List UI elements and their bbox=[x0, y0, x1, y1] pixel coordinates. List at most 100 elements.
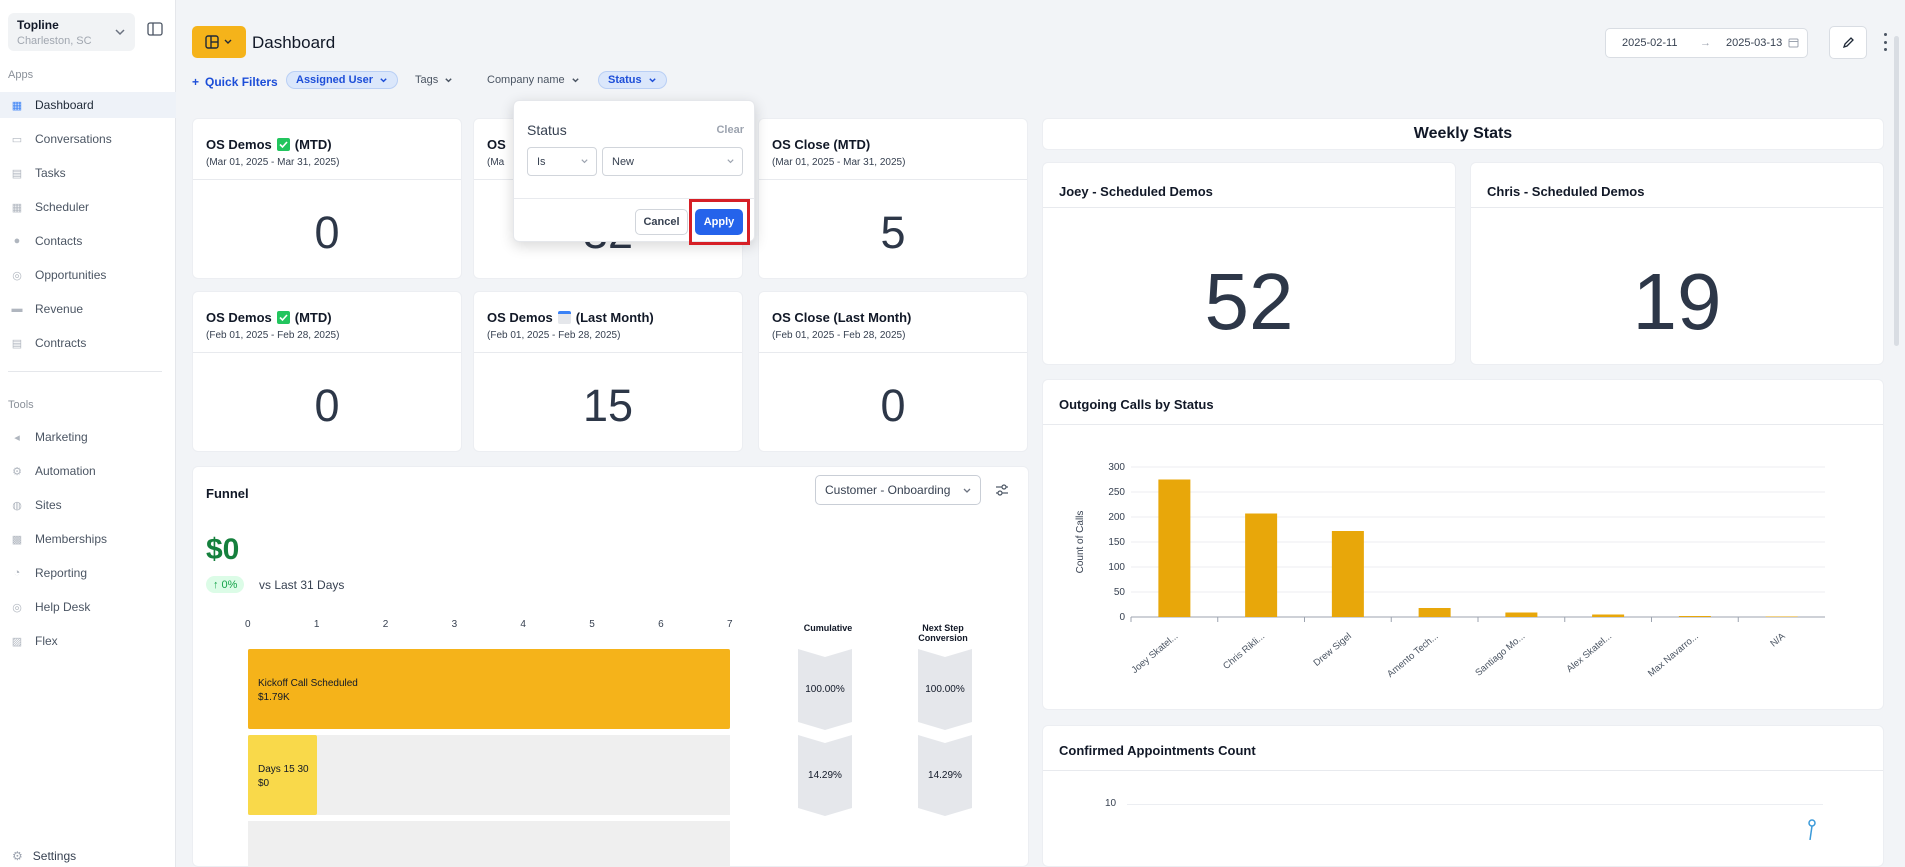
card-title-text: OS Demos bbox=[206, 310, 272, 325]
card-title: OS Demos (MTD) bbox=[206, 310, 332, 325]
bar-chart: 0 50 100 150 200 250 300 Count of Calls Joey Ska… bbox=[1075, 462, 1825, 680]
check-icon bbox=[276, 138, 290, 151]
filter-chip-assigned-user[interactable]: Assigned User bbox=[286, 71, 399, 89]
sidebar-item-conversations[interactable]: ▭ Conversations bbox=[0, 126, 176, 152]
sidebar-item-help-desk[interactable]: ◎ Help Desk bbox=[0, 594, 176, 620]
stat-card: OS Close (Last Month) (Feb 01, 2025 - Fe… bbox=[758, 291, 1028, 452]
stat-card: OS Close (MTD) (Mar 01, 2025 - Mar 31, 2… bbox=[758, 118, 1028, 279]
stage-name: Kickoff Call Scheduled bbox=[258, 678, 358, 689]
card-date-range: (Feb 01, 2025 - Feb 28, 2025) bbox=[206, 330, 340, 341]
chart-point-marker bbox=[1808, 819, 1816, 840]
settings-sliders-icon[interactable] bbox=[995, 484, 1009, 496]
sidebar-divider bbox=[8, 371, 162, 372]
y-tick-label: 0 bbox=[1119, 612, 1125, 623]
apply-button[interactable]: Apply bbox=[695, 209, 743, 235]
gridline bbox=[1127, 804, 1823, 805]
bar bbox=[1678, 616, 1711, 617]
chevron-down-icon bbox=[445, 77, 452, 82]
stage-name: Days 15 30 bbox=[258, 764, 309, 775]
sidebar-item-scheduler[interactable]: ▦ Scheduler bbox=[0, 194, 176, 220]
funnel-title: Funnel bbox=[206, 486, 249, 501]
filter-chip-tags[interactable]: Tags bbox=[406, 71, 462, 89]
card-title-suffix: (Last Month) bbox=[575, 310, 654, 325]
sidebar-item-label: Reporting bbox=[35, 566, 88, 580]
date-start[interactable]: 2025-02-11 bbox=[1622, 37, 1678, 49]
chip-label: Company name bbox=[487, 74, 565, 86]
sidebar-item-reporting[interactable]: ◔ Reporting bbox=[0, 560, 176, 586]
sidebar-item-revenue[interactable]: ▬ Revenue bbox=[0, 296, 176, 322]
chip-label: Status bbox=[608, 74, 642, 86]
card-value: 5 bbox=[880, 207, 906, 258]
status-value-select[interactable]: New bbox=[602, 147, 743, 176]
sidebar-item-contracts[interactable]: ▤ Contracts bbox=[0, 330, 176, 356]
y-tick-label: 200 bbox=[1108, 512, 1125, 523]
location-address: Charleston, SC bbox=[17, 35, 92, 47]
sites-icon: ◍ bbox=[12, 499, 22, 512]
sidebar-toggle-icon[interactable] bbox=[147, 22, 163, 36]
funnel-card: Funnel Customer - Onboarding $0 ↑ 0% vs … bbox=[192, 466, 1029, 867]
calendar-icon bbox=[1788, 38, 1799, 48]
cancel-button[interactable]: Cancel bbox=[635, 209, 688, 235]
sidebar-item-label: Conversations bbox=[35, 132, 112, 146]
sidebar-item-settings[interactable]: ⚙ Settings bbox=[0, 845, 76, 867]
x-tick-label: Chris Rikli... bbox=[1221, 631, 1267, 672]
date-range-picker[interactable]: 2025-02-11 → 2025-03-13 bbox=[1605, 28, 1808, 58]
location-name: Topline bbox=[17, 18, 59, 32]
bar bbox=[1331, 531, 1364, 617]
card-title-text: OS bbox=[487, 137, 506, 152]
bar bbox=[1505, 612, 1538, 617]
cumulative-value: 14.29% bbox=[798, 735, 852, 816]
funnel-axis-tick: 0 bbox=[245, 619, 251, 630]
sidebar: Topline Charleston, SC Apps ▦ Dashboard ▭ C… bbox=[0, 0, 176, 867]
conversations-icon: ▭ bbox=[11, 133, 23, 146]
operator-select[interactable]: Is bbox=[527, 147, 597, 176]
pipeline-select[interactable]: Customer - Onboarding bbox=[815, 475, 981, 505]
date-end[interactable]: 2025-03-13 bbox=[1726, 37, 1783, 49]
card-date-range: (Feb 01, 2025 - Feb 28, 2025) bbox=[487, 330, 621, 341]
funnel-stage-bar[interactable]: Kickoff Call Scheduled $1.79K bbox=[248, 649, 730, 729]
dashboard-switcher-button[interactable] bbox=[192, 26, 246, 58]
card-date-range: (Feb 01, 2025 - Feb 28, 2025) bbox=[772, 330, 906, 341]
arrow-up-icon: ↑ bbox=[213, 578, 219, 591]
sidebar-item-label: Sites bbox=[35, 498, 62, 512]
sidebar-item-marketing[interactable]: ◂ Marketing bbox=[0, 424, 176, 450]
sidebar-item-tasks[interactable]: ▤ Tasks bbox=[0, 160, 176, 186]
sidebar-item-memberships[interactable]: ▩ Memberships bbox=[0, 526, 176, 552]
more-options-icon[interactable] bbox=[1881, 33, 1889, 51]
quick-filters-button[interactable]: + Quick Filters bbox=[192, 75, 278, 89]
card-value: 0 bbox=[880, 380, 906, 431]
stage-amount: $0 bbox=[258, 778, 270, 789]
chevron-down-icon bbox=[581, 159, 588, 164]
sidebar-item-opportunities[interactable]: ◎ Opportunities bbox=[0, 262, 176, 288]
memberships-icon: ▩ bbox=[11, 533, 23, 546]
clear-button[interactable]: Clear bbox=[716, 124, 744, 136]
x-tick-label: Amento Tech... bbox=[1385, 631, 1440, 680]
page-title: Dashboard bbox=[252, 33, 336, 52]
sidebar-item-label: Help Desk bbox=[35, 600, 91, 614]
funnel-axis-tick: 3 bbox=[451, 619, 458, 630]
funnel-axis-tick: 4 bbox=[520, 619, 526, 630]
card-title: OS Close (MTD) bbox=[772, 137, 870, 152]
edit-dashboard-button[interactable] bbox=[1829, 26, 1867, 59]
sidebar-item-automation[interactable]: ⚙ Automation bbox=[0, 458, 176, 484]
page-scrollbar[interactable] bbox=[1894, 36, 1899, 346]
y-tick-label: 150 bbox=[1108, 537, 1125, 548]
location-switcher[interactable]: Topline Charleston, SC bbox=[8, 13, 135, 51]
chevron-down-icon bbox=[224, 39, 232, 44]
bar bbox=[1158, 479, 1191, 617]
sidebar-item-contacts[interactable]: ● Contacts bbox=[0, 228, 176, 254]
sidebar-item-flex[interactable]: ▨ Flex bbox=[0, 628, 176, 654]
filter-chip-company-name[interactable]: Company name bbox=[478, 71, 589, 89]
next-step-value: 14.29% bbox=[918, 735, 972, 816]
filter-chip-status[interactable]: Status bbox=[598, 71, 667, 89]
card-title: Joey - Scheduled Demos bbox=[1059, 184, 1213, 199]
tools-section-title: Tools bbox=[8, 399, 34, 411]
funnel-axis-tick: 6 bbox=[658, 619, 664, 630]
funnel-stage-bar[interactable]: Days 15 30 $0 bbox=[248, 735, 317, 815]
sidebar-item-dashboard[interactable]: ▦ Dashboard bbox=[0, 92, 176, 118]
sidebar-item-label: Settings bbox=[32, 849, 77, 863]
change-value: 0% bbox=[221, 578, 238, 591]
status-value: New bbox=[612, 155, 635, 168]
sidebar-item-sites[interactable]: ◍ Sites bbox=[0, 492, 176, 518]
chart-title: Outgoing Calls by Status bbox=[1059, 397, 1214, 412]
